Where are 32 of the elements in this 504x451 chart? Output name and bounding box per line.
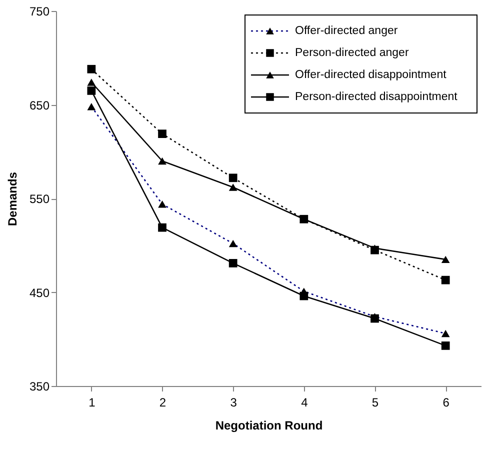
point: [370, 314, 379, 323]
point: [441, 342, 450, 350]
x-axis-title: Negotiation Round: [215, 418, 323, 432]
point: [370, 244, 379, 252]
y-axis-title: Demands: [5, 172, 20, 226]
point: [228, 174, 238, 182]
point: [87, 64, 96, 74]
legend-label: Person-directed disappointment: [295, 91, 458, 103]
point: [87, 78, 96, 86]
y-tick-label: 450: [29, 286, 50, 300]
x-tick-label: 6: [442, 396, 450, 410]
y-tick-label: 350: [29, 380, 50, 394]
point: [158, 157, 166, 165]
x-tick-label: 5: [372, 396, 379, 410]
point: [158, 223, 166, 232]
point: [228, 259, 238, 268]
y-tick-label: 550: [29, 192, 50, 206]
x-tick-label: 4: [301, 396, 308, 410]
x-tick-label: 2: [159, 396, 166, 410]
point: [441, 256, 450, 264]
point: [228, 184, 238, 191]
point: [441, 276, 450, 284]
legend-label: Offer-directed disappointment: [295, 69, 448, 81]
x-tick-label: 3: [230, 396, 238, 410]
y-tick-label: 750: [29, 4, 50, 18]
legend-label: Offer-directed anger: [295, 25, 398, 37]
point: [158, 130, 166, 138]
point: [87, 86, 96, 95]
y-tick-label: 650: [29, 98, 50, 112]
point: [300, 292, 308, 300]
legend-label: Person-directed anger: [295, 47, 409, 59]
x-tick-label: 1: [88, 396, 96, 410]
